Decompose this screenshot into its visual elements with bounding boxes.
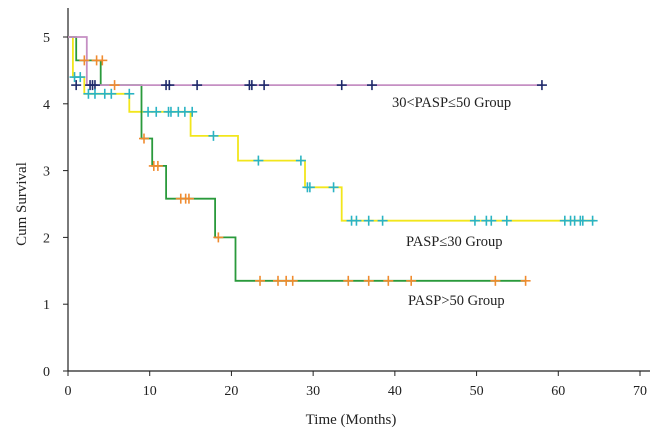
censor-mark	[246, 80, 257, 91]
censor-mark	[406, 275, 417, 286]
x-tick-label: 20	[224, 384, 238, 399]
censor-mark	[253, 155, 264, 166]
y-tick-label: 5	[43, 31, 50, 46]
censor-mark	[124, 88, 135, 99]
censor-mark	[255, 275, 266, 286]
censor-mark	[469, 215, 480, 226]
censor-mark	[343, 275, 354, 286]
censor-mark	[151, 106, 162, 117]
censor-mark	[587, 215, 598, 226]
censor-mark	[328, 182, 339, 193]
x-tick-label: 10	[143, 384, 157, 399]
censor-mark	[366, 80, 377, 91]
censor-mark	[536, 80, 547, 91]
series-label-2: PASP>50 Group	[408, 293, 505, 309]
x-tick-label: 60	[551, 384, 565, 399]
censor-mark	[486, 215, 497, 226]
censor-mark	[351, 215, 362, 226]
censor-mark	[336, 80, 347, 91]
x-tick-label: 50	[470, 384, 484, 399]
censor-mark	[97, 55, 108, 66]
x-tick-label: 0	[65, 384, 72, 399]
x-tick-label: 70	[633, 384, 647, 399]
censor-mark	[75, 72, 86, 83]
censor-mark	[501, 215, 512, 226]
censor-mark	[106, 88, 117, 99]
censor-mark	[377, 215, 388, 226]
censor-mark	[79, 55, 90, 66]
y-tick-label: 3	[43, 165, 50, 180]
censor-mark	[490, 275, 501, 286]
censor-mark	[363, 215, 374, 226]
censor-mark	[89, 80, 100, 91]
censor-mark	[164, 80, 175, 91]
survival-curves	[68, 36, 596, 282]
censor-mark	[259, 80, 270, 91]
x-tick-label: 40	[388, 384, 402, 399]
censor-mark	[520, 275, 531, 286]
series-labels: 30<PASP≤50 Group PASP≤30 Group PASP>50 Gro…	[392, 95, 511, 309]
series-label-0: 30<PASP≤50 Group	[392, 95, 511, 111]
y-tick-label: 0	[43, 365, 50, 380]
y-tick-label: 4	[43, 98, 50, 113]
y-tick-label: 1	[43, 298, 50, 313]
survival-curve-0	[68, 36, 542, 86]
censor-mark	[192, 80, 203, 91]
censor-mark	[363, 275, 374, 286]
censor-mark	[152, 160, 163, 171]
censor-mark	[71, 80, 82, 91]
x-tick-label: 30	[306, 384, 320, 399]
censor-mark	[213, 232, 224, 243]
series-label-1: PASP≤30 Group	[406, 234, 502, 250]
axes: 0 10 20 30 40 50 60 70 0 1 2 3 4 5	[43, 8, 650, 399]
censor-mark	[304, 182, 315, 193]
censor-mark	[89, 88, 100, 99]
censor-mark	[183, 193, 194, 204]
censor-mark	[383, 275, 394, 286]
censor-mark	[109, 80, 120, 91]
censor-mark	[208, 130, 219, 141]
y-tick-label: 2	[43, 231, 50, 246]
censor-mark	[295, 155, 306, 166]
survival-curve-1	[68, 36, 596, 222]
x-axis-title: Time (Months)	[306, 412, 397, 428]
censor-mark	[138, 133, 149, 144]
censor-marks	[69, 55, 598, 286]
censor-mark	[287, 275, 298, 286]
censor-mark	[577, 215, 588, 226]
y-axis-title: Cum Survival	[14, 162, 30, 246]
censor-mark	[187, 106, 198, 117]
